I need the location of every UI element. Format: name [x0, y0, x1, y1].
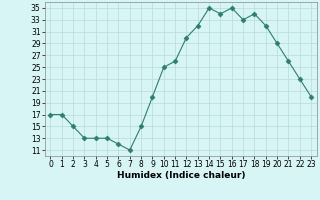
X-axis label: Humidex (Indice chaleur): Humidex (Indice chaleur) [116, 171, 245, 180]
